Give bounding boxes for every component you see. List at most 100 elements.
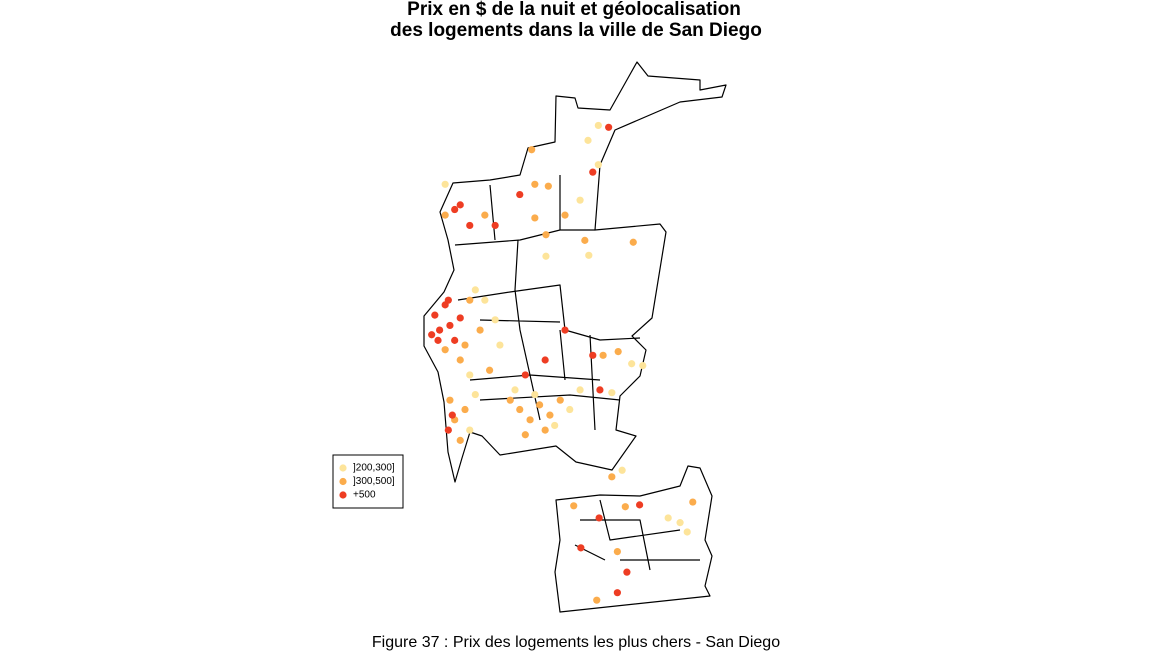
listing-point: [594, 121, 602, 130]
listing-point: [576, 196, 584, 204]
listing-point: [456, 314, 464, 322]
listing-point: [584, 136, 592, 144]
listing-point: [613, 589, 621, 597]
listing-point: [556, 396, 564, 404]
listing-point: [531, 180, 539, 188]
listing-point: [608, 389, 616, 397]
listing-point: [594, 161, 602, 169]
listing-point: [486, 366, 494, 374]
listing-point: [614, 347, 622, 356]
listing-point: [436, 326, 444, 334]
listing-point: [561, 211, 569, 219]
listing-point: [451, 205, 459, 214]
city-boundaries: [423, 61, 727, 613]
listing-point: [608, 473, 616, 481]
points-layer: [428, 121, 697, 604]
listing-point: [516, 405, 524, 414]
listing-point: [595, 514, 603, 522]
listing-point: [441, 346, 449, 354]
listing-point: [546, 411, 554, 419]
listing-point: [613, 547, 621, 556]
listing-point: [451, 336, 459, 344]
legend-swatch: [339, 491, 347, 499]
listing-point: [456, 201, 464, 209]
listing-point: [542, 231, 550, 239]
listing-point: [521, 431, 529, 439]
legend-swatch: [339, 464, 347, 472]
listing-point: [446, 396, 454, 404]
legend-label: +500: [353, 490, 376, 501]
listing-point: [466, 296, 474, 304]
title-line: des logements dans la ville de San Diego: [390, 20, 762, 41]
legend-entries: ]200,300]]300,500] +500: [339, 463, 395, 501]
listing-point: [581, 236, 589, 244]
listing-point: [466, 221, 474, 230]
listing-point: [536, 401, 544, 409]
listing-point: [664, 514, 672, 522]
listing-point: [589, 351, 597, 359]
listing-point: [456, 356, 464, 364]
listing-point: [481, 296, 489, 304]
listing-point: [596, 386, 604, 394]
listing-point: [589, 168, 597, 176]
legend-swatch: [339, 477, 347, 486]
listing-point: [531, 390, 539, 399]
listing-point: [542, 252, 550, 260]
listing-point: [441, 211, 449, 219]
listing-point: [466, 371, 474, 379]
listing-point: [496, 341, 504, 349]
listing-point: [461, 341, 469, 349]
listing-point: [544, 182, 552, 190]
listing-point: [566, 405, 574, 414]
listing-point: [491, 316, 499, 324]
listing-point: [629, 238, 637, 246]
caption: Figure 37 : Prix des logements les plus …: [372, 634, 780, 651]
listing-point: [461, 405, 469, 414]
listing-point: [623, 568, 631, 576]
listing-point: [531, 214, 539, 222]
listing-point: [689, 498, 697, 506]
listing-point: [444, 426, 452, 434]
listing-point: [446, 321, 454, 330]
listing-point: [585, 251, 593, 259]
listing-point: [428, 331, 436, 339]
listing-point: [481, 211, 489, 219]
listing-point: [476, 326, 484, 334]
listing-point: [491, 221, 499, 230]
listing-point: [639, 362, 647, 370]
listing-point: [431, 311, 439, 319]
listing-point: [576, 386, 584, 394]
listing-point: [528, 146, 536, 154]
listing-point: [676, 519, 684, 527]
listing-point: [618, 466, 626, 474]
listing-point: [441, 180, 449, 188]
listing-point: [516, 190, 524, 199]
listing-point: [471, 286, 479, 294]
listing-point: [577, 544, 585, 552]
listing-point: [521, 371, 529, 379]
listing-point: [471, 390, 479, 399]
listing-point: [599, 351, 607, 359]
listing-point: [621, 503, 629, 511]
legend-label: ]300,500]: [353, 476, 395, 487]
listing-point: [551, 421, 559, 430]
listing-point: [511, 386, 519, 394]
listing-point: [636, 501, 644, 509]
listing-point: [561, 326, 569, 334]
listing-point: [466, 426, 474, 434]
listing-point: [448, 411, 456, 419]
listing-point: [570, 502, 578, 510]
listing-point: [541, 426, 549, 434]
title-line: Prix en $ de la nuit et géolocalisation: [407, 0, 741, 20]
legend: ]200,300]]300,500] +500: [332, 454, 404, 509]
listing-point: [605, 123, 613, 131]
listing-point: [526, 416, 534, 424]
listing-point: [506, 396, 514, 404]
listing-point: [628, 360, 636, 368]
listing-point: [456, 436, 464, 444]
listing-point: [444, 296, 452, 304]
listing-point: [593, 596, 601, 604]
listing-point: [434, 336, 442, 344]
listing-point: [541, 356, 549, 364]
